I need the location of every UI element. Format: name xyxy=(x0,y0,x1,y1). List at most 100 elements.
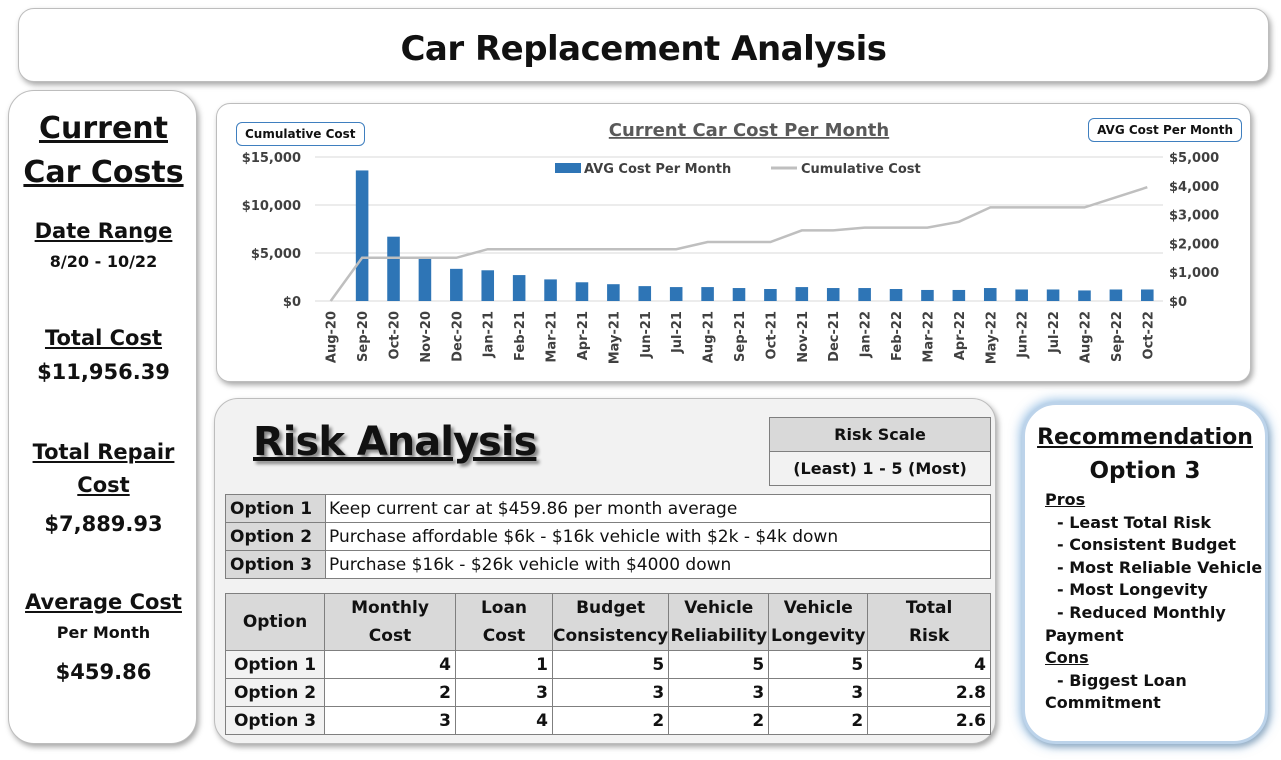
x-tick-label: Jan-21 xyxy=(482,311,497,358)
bar xyxy=(607,284,620,301)
table-row: Option 2 Purchase affordable $6k - $16k … xyxy=(225,522,991,551)
options-table: Option 1 Keep current car at $459.86 per… xyxy=(225,494,991,579)
risk-scale-value: (Least) 1 - 5 (Most) xyxy=(769,451,991,486)
x-tick-label: Mar-21 xyxy=(545,311,560,363)
option-label: Option 2 xyxy=(225,522,326,551)
bar xyxy=(921,289,934,301)
score-total: 2.8 xyxy=(867,678,991,707)
column-header: Option xyxy=(225,593,325,651)
y-left-tick-label: $0 xyxy=(283,295,301,310)
bar xyxy=(764,289,777,301)
x-tick-label: Dec-20 xyxy=(450,311,465,362)
y-right-tick-label: $4,000 xyxy=(1169,180,1219,195)
column-header: Total Risk xyxy=(867,593,991,651)
pro-item-continuation: Payment xyxy=(1045,625,1124,645)
table-row: Option 2 2 3 3 3 3 2.8 xyxy=(225,678,991,707)
score-longevity: 3 xyxy=(768,678,869,707)
legend-swatch-bars xyxy=(555,163,581,173)
total-cost-label: Total Cost xyxy=(44,326,163,350)
x-tick-label: Mar-22 xyxy=(921,311,936,363)
x-tick-label: Oct-21 xyxy=(764,311,779,359)
bar xyxy=(701,287,714,301)
x-tick-label: Feb-21 xyxy=(513,311,528,361)
risk-analysis-title: Risk Analysis xyxy=(253,419,537,465)
score-option: Option 1 xyxy=(225,650,325,679)
bar xyxy=(732,288,746,301)
cumulative-cost-axis-callout: Cumulative Cost xyxy=(236,122,365,146)
score-monthly: 3 xyxy=(324,706,456,735)
x-tick-label: Sep-22 xyxy=(1110,311,1125,362)
score-loan: 3 xyxy=(455,678,553,707)
score-longevity: 2 xyxy=(768,706,869,735)
x-tick-label: Nov-20 xyxy=(419,311,434,363)
average-cost-sublabel: Per Month xyxy=(56,623,151,642)
average-cost-label: Average Cost xyxy=(25,590,182,614)
recommendation-panel: Recommendation Option 3 Pros - Least Tot… xyxy=(1022,402,1268,744)
total-repair-value: $7,889.93 xyxy=(44,512,163,536)
bar xyxy=(575,282,589,301)
y-right-tick-label: $1,000 xyxy=(1169,266,1219,281)
cost-chart-panel: Current Car Cost Per Month $15,000 $10,000… xyxy=(216,103,1251,382)
bar xyxy=(450,268,463,301)
score-total: 2.6 xyxy=(867,706,991,735)
table-row: Option 3 Purchase $16k - $26k vehicle wi… xyxy=(225,550,991,579)
cost-chart: Current Car Cost Per Month $15,000 $10,000… xyxy=(242,120,1219,364)
option-description: Keep current car at $459.86 per month av… xyxy=(325,494,991,523)
legend-label: Cumulative Cost xyxy=(801,162,921,177)
score-budget: 3 xyxy=(551,678,670,707)
bar xyxy=(795,287,809,301)
bar xyxy=(858,288,871,301)
option-description: Purchase $16k - $26k vehicle with $4000 … xyxy=(325,550,991,579)
score-monthly: 2 xyxy=(324,678,456,707)
recommended-option: Option 3 xyxy=(1089,458,1201,484)
score-longevity: 5 xyxy=(768,650,869,679)
page-title: Car Replacement Analysis xyxy=(400,29,887,69)
bar xyxy=(952,289,966,301)
option-description: Purchase affordable $6k - $16k vehicle w… xyxy=(325,522,991,551)
pro-item: - Most Longevity xyxy=(1057,580,1208,600)
y-left-tick-label: $15,000 xyxy=(242,151,301,166)
title-banner: Car Replacement Analysis xyxy=(18,8,1269,82)
x-tick-label: Apr-21 xyxy=(576,311,591,360)
pro-item: - Reduced Monthly xyxy=(1057,602,1226,622)
pro-item: - Least Total Risk xyxy=(1057,512,1212,532)
y-right-tick-label: $0 xyxy=(1169,295,1187,310)
score-reliability: 5 xyxy=(668,650,770,679)
total-repair-label-line2: Cost xyxy=(77,473,130,497)
table-header-row: Option Monthly Cost Loan Cost Budget Consis… xyxy=(225,593,991,651)
bar xyxy=(355,170,369,301)
bar xyxy=(1141,289,1154,301)
risk-scale-header: Risk Scale xyxy=(769,417,991,452)
pros-label: Pros xyxy=(1045,490,1086,509)
bar xyxy=(1015,289,1028,301)
pro-item: - Consistent Budget xyxy=(1057,535,1236,555)
chart-title: Current Car Cost Per Month xyxy=(609,120,889,141)
table-row: Option 1 Keep current car at $459.86 per… xyxy=(225,494,991,523)
current-car-costs-panel: Current Car Costs Date Range 8/20 - 10/2… xyxy=(8,90,197,744)
x-tick-label: Oct-20 xyxy=(388,311,403,359)
bar xyxy=(387,236,400,301)
column-header: Loan Cost xyxy=(455,593,553,651)
cumulative-line xyxy=(329,186,1148,302)
score-budget: 5 xyxy=(551,650,670,679)
bar xyxy=(669,287,683,301)
risk-scale-table: Risk Scale (Least) 1 - 5 (Most) xyxy=(769,417,991,486)
x-tick-label: Jun-22 xyxy=(1016,311,1031,359)
risk-score-table: Option Monthly Cost Loan Cost Budget Consis… xyxy=(225,593,991,735)
recommendation-title: Recommendation xyxy=(1037,425,1253,450)
column-header: Budget Consistency xyxy=(551,593,670,651)
legend-label: AVG Cost Per Month xyxy=(584,162,731,177)
option-label: Option 3 xyxy=(225,550,326,579)
score-budget: 2 xyxy=(551,706,670,735)
x-tick-label: Jun-21 xyxy=(639,311,654,359)
x-tick-label: Feb-22 xyxy=(890,311,905,361)
y-right-tick-label: $2,000 xyxy=(1169,237,1219,252)
column-header: Monthly Cost xyxy=(324,593,456,651)
bar xyxy=(512,275,526,301)
score-monthly: 4 xyxy=(324,650,456,679)
y-right-tick-label: $3,000 xyxy=(1169,209,1219,224)
score-option: Option 3 xyxy=(225,706,325,735)
bar xyxy=(638,286,652,301)
bar xyxy=(544,279,557,301)
y-right-tick-label: $5,000 xyxy=(1169,151,1219,166)
